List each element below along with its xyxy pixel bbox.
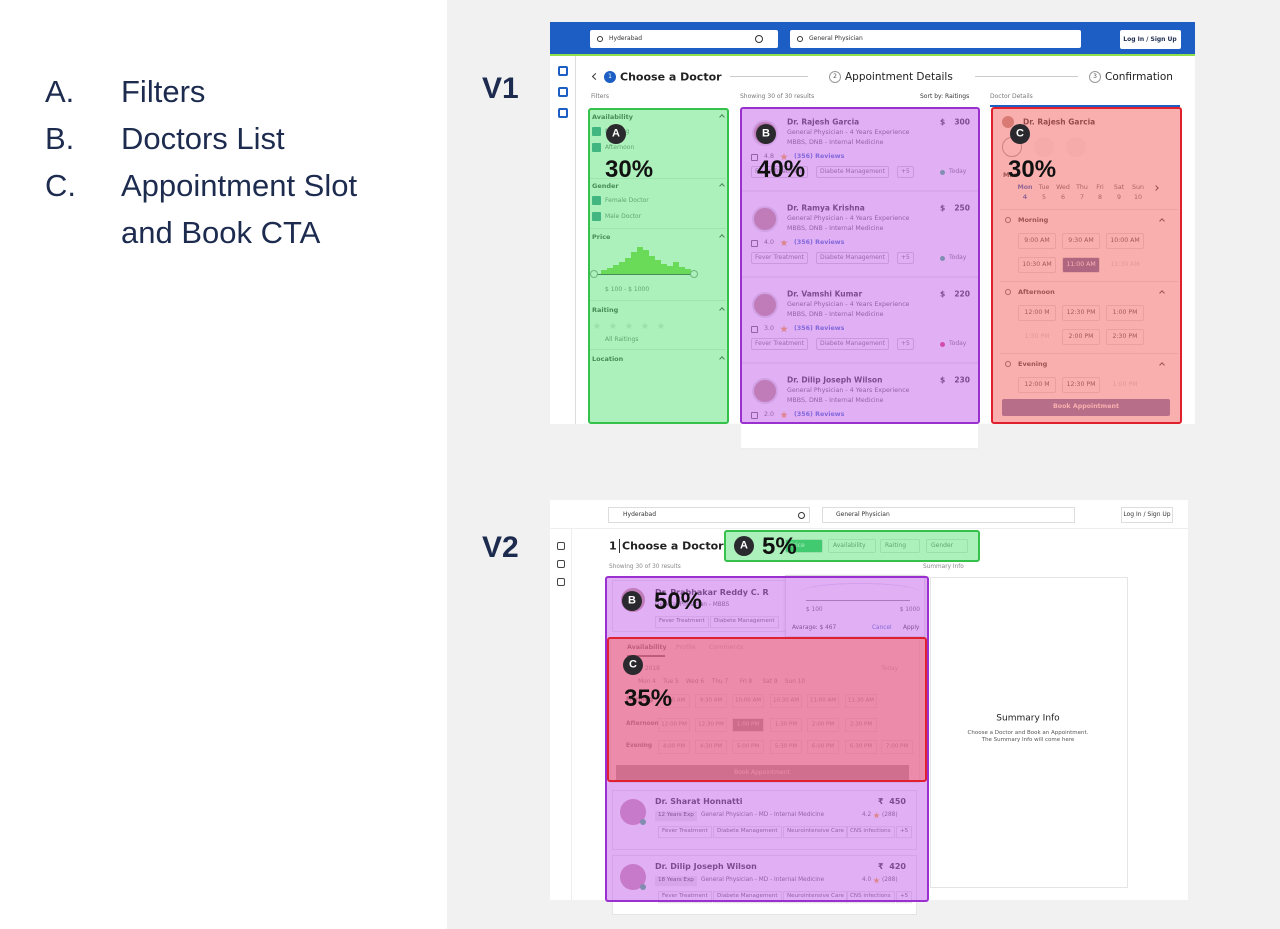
legend-letter: B.: [45, 121, 75, 156]
overlay-percent: 50%: [654, 588, 703, 615]
version-label: V1: [482, 72, 519, 105]
step-number: 2: [833, 73, 837, 80]
overlay-letter: B: [628, 594, 636, 607]
location-text: Hyderabad: [609, 35, 642, 42]
step-text: Confirmation: [1105, 70, 1173, 83]
sidebar-icon: [557, 578, 565, 586]
sidebar-icon: [557, 542, 565, 550]
legend-item: C. Appointment Slot and Book CTA: [45, 162, 425, 256]
location-text: Hyderabad: [623, 511, 656, 518]
step-text: Appointment Details: [845, 70, 953, 83]
overlay-badge: [756, 124, 776, 144]
overlay-badge: [623, 655, 643, 675]
legend-text: Appointment Slot and Book CTA: [121, 168, 358, 250]
search-text: General Physician: [836, 511, 890, 518]
location-input[interactable]: [608, 507, 810, 523]
legend-item: B. Doctors List: [45, 115, 425, 162]
login-text[interactable]: Log In / Sign Up: [1123, 511, 1171, 518]
sidebar-icon: [558, 108, 568, 118]
pin-icon: [597, 36, 603, 42]
overlay-badge: [734, 536, 754, 556]
step-circle: [1089, 71, 1101, 83]
login-text[interactable]: Log In / Sign Up: [1123, 36, 1177, 43]
locate-icon: [797, 511, 805, 519]
step-number: 1: [609, 539, 617, 553]
filters-overlay: [724, 530, 980, 562]
summary-box: [930, 577, 1128, 888]
step-underline: [990, 105, 1180, 107]
overlay-letter: A: [612, 127, 620, 140]
search-input[interactable]: [822, 507, 1075, 523]
overlay-percent: 40%: [757, 156, 806, 183]
summary-tab: Summary Info: [923, 564, 964, 571]
sidebar-icon: [558, 66, 568, 76]
header-separator: [550, 528, 1188, 529]
sort-control[interactable]: Sort by: Raitings: [920, 93, 970, 100]
step-number: 3: [1093, 73, 1097, 80]
section-title: Filters: [591, 93, 609, 100]
step-text: Choose a Doctor: [622, 539, 724, 553]
step-circle: [604, 71, 616, 83]
slots-overlay: [991, 107, 1182, 424]
legend-letter: C.: [45, 168, 76, 203]
step-circle: [829, 71, 841, 83]
step-line: [975, 76, 1078, 77]
legend: A. Filters B. Doctors List C. Appointment S…: [45, 68, 425, 256]
legend-text: Filters: [121, 74, 206, 109]
locate-icon: [755, 35, 763, 43]
overlay-percent: 5%: [762, 533, 797, 560]
overlay-letter: A: [740, 539, 748, 552]
doctors-overlay: [740, 107, 980, 424]
sidebar-icon: [558, 87, 568, 97]
step-number: 1: [608, 73, 612, 80]
overlay-badge: [1010, 124, 1030, 144]
location-input[interactable]: [590, 30, 778, 48]
overlay-letter: C: [629, 658, 637, 671]
search-icon: [797, 36, 803, 42]
legend-text: Doctors List: [121, 121, 285, 156]
version-label: V2: [482, 531, 519, 564]
overlay-percent: 30%: [1008, 156, 1057, 183]
sidebar: [550, 529, 572, 900]
overlay-badge: [622, 591, 642, 611]
login-button[interactable]: [1120, 30, 1181, 49]
slots-overlay: [607, 637, 927, 782]
step-line: [730, 76, 808, 77]
summary-title: Summary Info: [996, 713, 1060, 724]
results-count: Showing 30 of 30 results: [609, 564, 681, 571]
step-divider: [619, 539, 620, 553]
login-button[interactable]: [1121, 507, 1173, 523]
legend-letter: A.: [45, 74, 75, 109]
overlay-letter: B: [762, 127, 770, 140]
overlay-badge: [606, 124, 626, 144]
search-text: General Physician: [809, 35, 863, 42]
overlay-percent: 30%: [605, 156, 654, 183]
sidebar-icon: [557, 560, 565, 568]
search-input[interactable]: [790, 30, 1081, 48]
filters-overlay: [588, 108, 729, 424]
legend-item: A. Filters: [45, 68, 425, 115]
overlay-percent: 35%: [624, 685, 673, 712]
overlay-letter: C: [1016, 127, 1024, 140]
section-title: Doctor Details: [990, 93, 1033, 100]
step-text: Choose a Doctor: [620, 70, 722, 84]
results-count: Showing 30 of 30 results: [740, 93, 815, 100]
summary-text: Choose a Doctor and Book an Appointment.…: [967, 730, 1089, 743]
